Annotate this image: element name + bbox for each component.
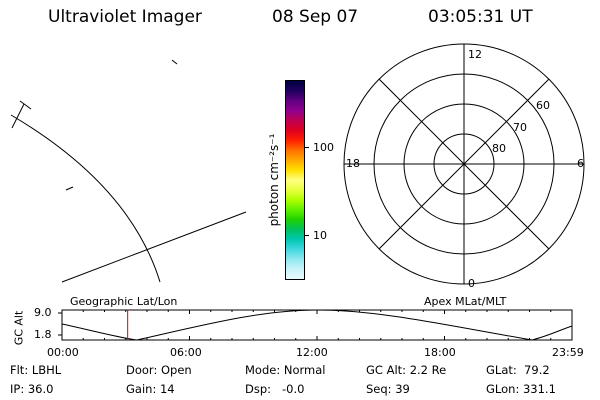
polar-diagonal: [378, 78, 550, 250]
apex-mlat-mlt-title: Apex MLat/MLT: [424, 295, 507, 308]
mlat-label-70: 70: [513, 121, 527, 134]
coast-fragment: [171, 59, 178, 65]
x-tick-label-2359: 23:59: [552, 346, 584, 359]
status-gc-alt: GC Alt: 2.2 Re: [366, 363, 447, 377]
status-glat: GLat: 79.2: [486, 363, 550, 377]
status-dsp: Dsp: -0.0: [245, 382, 305, 396]
status-gain: Gain: 14: [126, 382, 175, 396]
orbit-altitude-curve: [61, 309, 573, 341]
x-tick-label-0600: 06:00: [170, 346, 202, 359]
mlt-label-0: 0: [468, 277, 475, 290]
status-mode: Mode: Normal: [245, 363, 326, 377]
altitude-plot-frame: [61, 309, 573, 341]
status-glon: GLon: 331.1: [486, 382, 556, 396]
alt-tick-label-1-8: 1.8: [34, 328, 52, 341]
mlat-label-60: 60: [536, 99, 550, 112]
mlt-label-6: 6: [577, 157, 584, 170]
date-label: 08 Sep 07: [272, 7, 359, 27]
mlat-label-80: 80: [492, 142, 506, 155]
geographic-latlon-title: Geographic Lat/Lon: [70, 295, 178, 308]
color-scale-bar: [285, 80, 305, 280]
instrument-title: Ultraviolet Imager: [48, 7, 202, 27]
colorbar-tick-label-10: 10: [313, 229, 327, 242]
mlt-label-12: 12: [468, 48, 482, 61]
x-tick-label-1200: 12:00: [296, 346, 328, 359]
status-ip: IP: 36.0: [10, 382, 54, 396]
time-label: 03:05:31 UT: [428, 7, 533, 27]
limb-edge: [11, 103, 25, 129]
x-tick-label-1800: 18:00: [424, 346, 456, 359]
colorbar-tick-label-100: 100: [313, 141, 334, 154]
limb-arc: [10, 114, 161, 283]
coast-fragment: [65, 186, 74, 191]
status-door: Door: Open: [126, 363, 192, 377]
colorbar-tick-10: [305, 235, 309, 236]
grid-line: [61, 211, 247, 283]
x-tick-label-0000: 00:00: [47, 346, 79, 359]
limb-tick: [19, 100, 32, 110]
status-seq: Seq: 39: [366, 382, 410, 396]
colorbar-tick-100: [305, 147, 309, 148]
alt-tick-label-9: 9.0: [34, 306, 52, 319]
status-filter: Flt: LBHL: [10, 363, 62, 377]
mlt-label-18: 18: [346, 157, 360, 170]
